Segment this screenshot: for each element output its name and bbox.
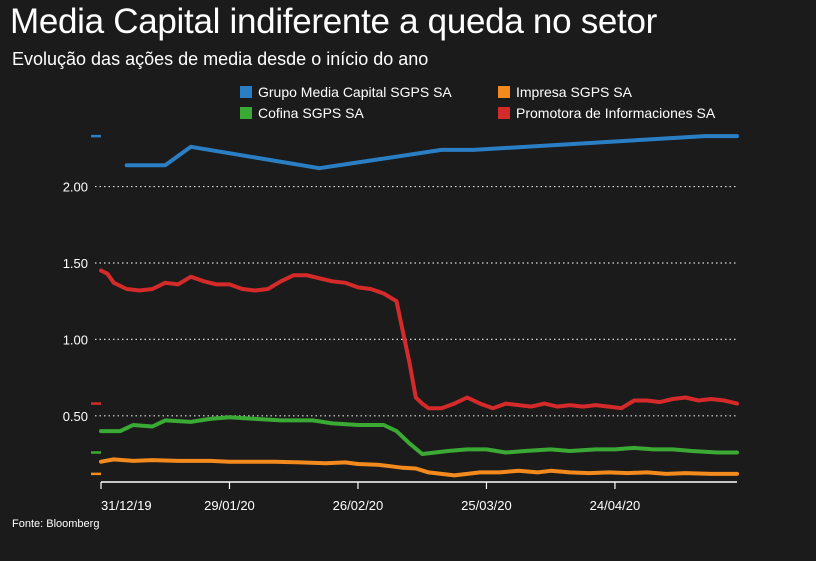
y-tick-label: 2.00: [63, 180, 88, 195]
series-line: [124, 134, 739, 171]
legend: Grupo Media Capital SGPS SA Impresa SGPS…: [240, 84, 770, 128]
y-tick-label: 0.50: [63, 409, 88, 424]
legend-swatch: [240, 107, 252, 119]
legend-label: Grupo Media Capital SGPS SA: [258, 84, 452, 100]
legend-label: Impresa SGPS SA: [516, 84, 632, 100]
legend-swatch: [498, 107, 510, 119]
x-tick-label: 24/04/20: [590, 498, 641, 513]
legend-item-media-capital: Grupo Media Capital SGPS SA: [240, 84, 452, 100]
x-tick-label: 29/01/20: [204, 498, 255, 513]
source-note: Fonte: Bloomberg: [12, 518, 100, 530]
y-tick-label: 1.50: [63, 256, 88, 271]
legend-item-cofina: Cofina SGPS SA: [240, 105, 364, 121]
x-tick-label: 31/12/19: [101, 498, 152, 513]
legend-label: Promotora de Informaciones SA: [516, 105, 716, 121]
series-line: [99, 415, 739, 456]
series-line: [99, 268, 739, 411]
series-line: [99, 457, 739, 478]
y-tick-label: 1.00: [63, 332, 88, 347]
chart-subtitle: Evolução das ações de media desde o iníc…: [12, 49, 429, 69]
legend-swatch: [498, 86, 510, 98]
legend-label: Cofina SGPS SA: [258, 105, 364, 121]
legend-item-prisa: Promotora de Informaciones SA: [498, 105, 715, 121]
x-tick-label: 26/02/20: [333, 498, 384, 513]
x-tick-label: 25/03/20: [461, 498, 512, 513]
legend-item-impresa: Impresa SGPS SA: [498, 84, 632, 100]
legend-swatch: [240, 86, 252, 98]
chart-title: Media Capital indiferente a queda no set…: [10, 2, 658, 41]
